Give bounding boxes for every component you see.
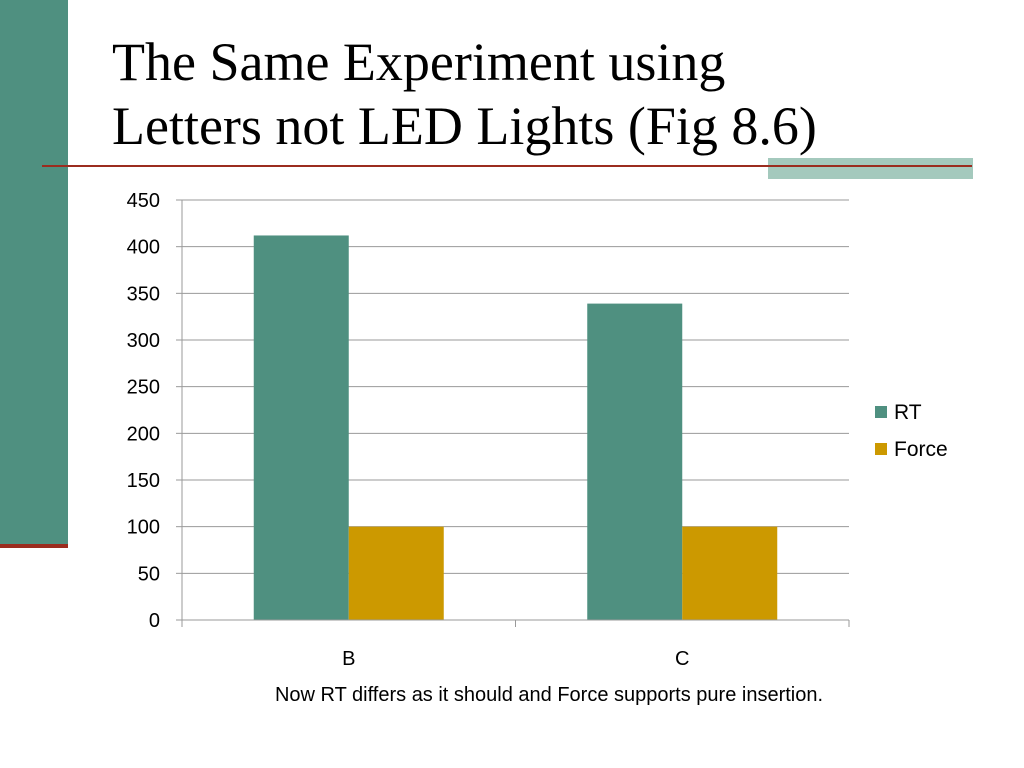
side-decor-rule — [0, 544, 68, 548]
slide-title: The Same Experiment using Letters not LE… — [112, 30, 972, 158]
y-tick-label: 50 — [138, 563, 160, 585]
title-accent-bar — [768, 158, 973, 179]
side-decor-bar — [0, 0, 68, 545]
y-tick-label: 100 — [127, 517, 160, 539]
slide-caption: Now RT differs as it should and Force su… — [274, 684, 824, 706]
title-rule — [42, 165, 972, 167]
y-tick-label: 200 — [127, 423, 160, 445]
bar-rt-c — [587, 303, 683, 620]
slide-title-line-2: Letters not LED Lights (Fig 8.6) — [112, 96, 817, 156]
slide-title-line-1: The Same Experiment using — [112, 32, 726, 92]
legend-label-force: Force — [894, 438, 948, 461]
legend-swatch-force — [875, 443, 887, 455]
y-tick-label: 350 — [127, 283, 160, 305]
y-tick-label: 400 — [127, 237, 160, 259]
x-tick-label: C — [675, 648, 689, 670]
y-tick-label: 0 — [149, 610, 160, 632]
y-tick-label: 250 — [127, 377, 160, 399]
bar-force-b — [348, 526, 444, 620]
legend-label-rt: RT — [894, 401, 922, 424]
x-tick-label: B — [342, 648, 355, 670]
y-tick-label: 300 — [127, 330, 160, 352]
bar-rt-b — [253, 235, 349, 620]
legend-swatch-rt — [875, 406, 887, 418]
bar-force-c — [682, 526, 778, 620]
y-tick-label: 150 — [127, 470, 160, 492]
y-tick-label: 450 — [127, 190, 160, 212]
